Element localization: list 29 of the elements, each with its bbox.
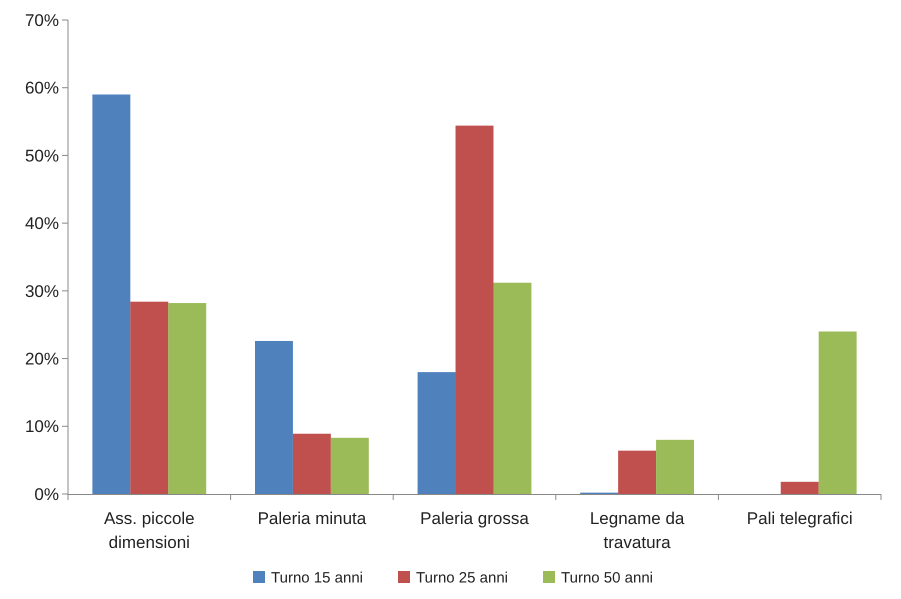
bar bbox=[92, 94, 130, 494]
bar bbox=[656, 440, 694, 494]
bar bbox=[780, 482, 819, 494]
y-tick-label: 20% bbox=[24, 350, 59, 369]
legend-label: Turno 25 anni bbox=[416, 569, 508, 586]
bar bbox=[818, 331, 857, 494]
x-tick-label: Legname da travatura bbox=[590, 509, 685, 552]
bar bbox=[418, 372, 456, 494]
legend-label: Turno 50 anni bbox=[561, 569, 654, 586]
y-tick-label: 10% bbox=[24, 417, 59, 436]
bar bbox=[254, 340, 293, 494]
y-tick-label: 70% bbox=[24, 10, 59, 30]
bar bbox=[618, 450, 656, 494]
y-tick-label: 0% bbox=[34, 484, 59, 504]
bar bbox=[456, 126, 494, 494]
x-tick-label: Paleria grossa bbox=[420, 509, 530, 528]
bar bbox=[130, 302, 168, 494]
x-tick-label: Paleria minuta bbox=[258, 509, 367, 528]
bar bbox=[292, 434, 331, 494]
bar bbox=[330, 438, 369, 494]
y-tick-label: 60% bbox=[24, 78, 59, 98]
x-tick-label: Ass. piccole dimensioni bbox=[104, 509, 195, 552]
y-tick-label: 40% bbox=[24, 214, 59, 234]
y-tick-label: 50% bbox=[24, 146, 59, 166]
bar bbox=[493, 282, 532, 494]
x-tick-label: Pali telegrafici bbox=[746, 509, 853, 528]
y-tick-label: 30% bbox=[24, 282, 59, 301]
legend-label: Turno 15 anni bbox=[271, 569, 364, 586]
bar bbox=[168, 303, 206, 494]
